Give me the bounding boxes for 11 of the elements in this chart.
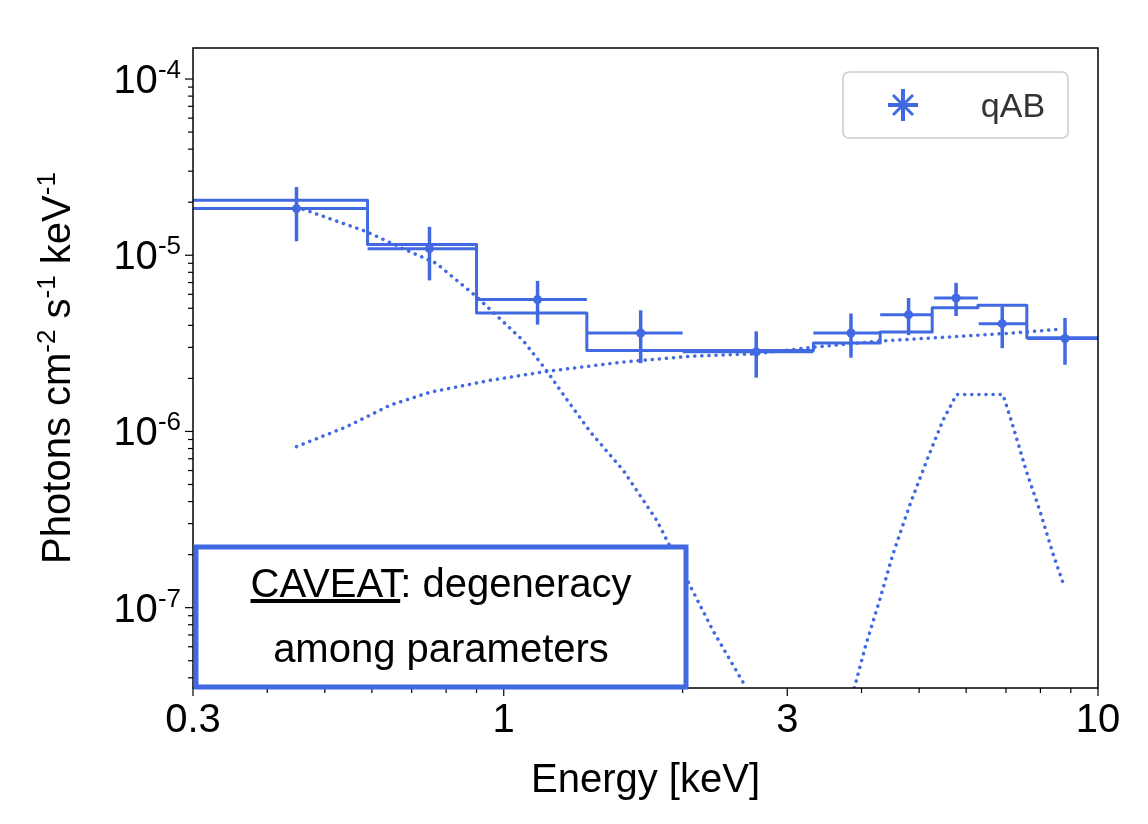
y-tick-label: 10$^{-6}$ <box>113 406 181 454</box>
x-axis-title: Energy [keV] <box>530 756 761 800</box>
y-tick-label: 10$^{-5}$ <box>113 230 181 278</box>
legend-label: qAB <box>980 86 1046 124</box>
x-tick-label: 3 <box>776 696 799 740</box>
annotation: CAVEAT: degeneracy among parameters <box>250 561 632 670</box>
x-tick-label: 1 <box>492 696 515 740</box>
x-tick-label: 10 <box>1075 696 1121 740</box>
y-tick-label: 10$^{-7}$ <box>113 582 181 630</box>
x-tick-label: 0.3 <box>165 696 221 740</box>
y-tick-label: 10$^{-4}$ <box>113 54 181 102</box>
